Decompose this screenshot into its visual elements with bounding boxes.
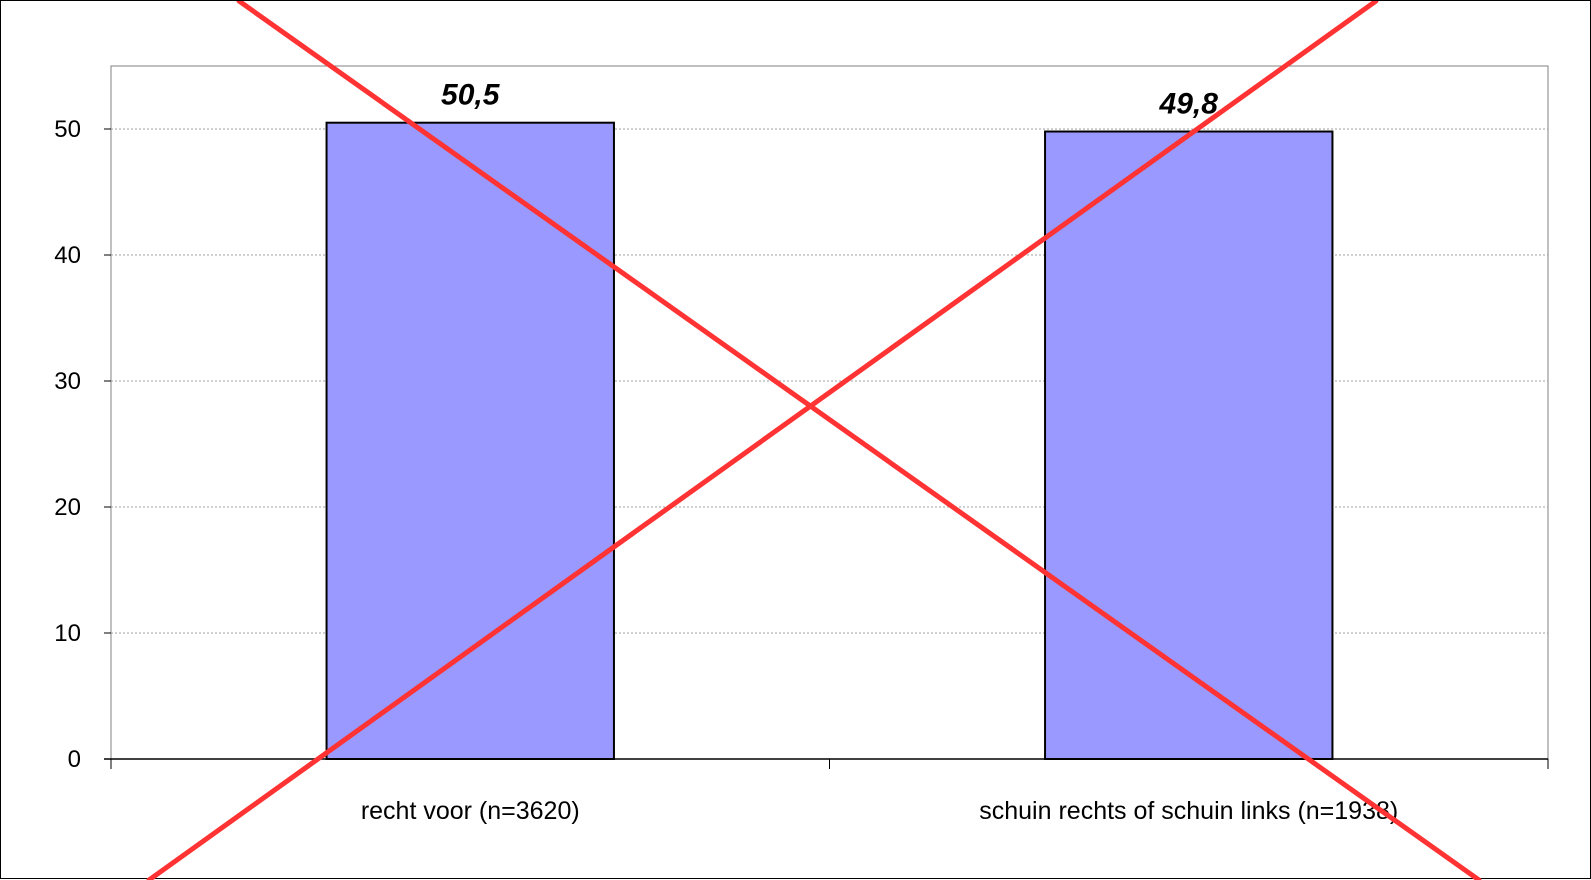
x-axis: recht voor (n=3620) schuin rechts of schu… [104, 758, 1549, 825]
y-tick-label: 50 [54, 116, 81, 143]
y-tick-label: 0 [68, 746, 81, 773]
y-tick-label: 20 [54, 494, 81, 521]
cross-line-descending [236, 1, 1482, 880]
y-tick-label: 40 [54, 242, 81, 269]
cross-line-ascending [146, 1, 1379, 880]
bar [1044, 130, 1334, 760]
x-category-label: recht voor (n=3620) [361, 797, 580, 825]
bar [325, 121, 615, 760]
x-category-label: schuin rechts of schuin links (n=1938) [979, 797, 1398, 825]
y-tick-label: 30 [54, 368, 81, 395]
bar-value-label: 49,8 [1159, 88, 1219, 121]
bar-value-label: 50,5 [441, 79, 501, 112]
y-axis-ticks: 0 10 20 30 40 50 [54, 116, 111, 773]
cross-out-mark [146, 1, 1482, 880]
y-tick-label: 10 [54, 620, 81, 647]
bars: 50,5 49,8 [325, 79, 1334, 760]
